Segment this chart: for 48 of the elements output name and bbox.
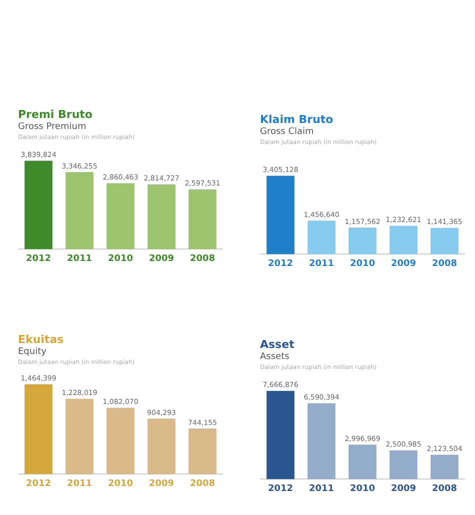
x-tick-label: 2012 — [268, 258, 294, 269]
bar — [390, 226, 418, 254]
chart-subtitle: Gross Premium — [18, 122, 88, 132]
chart-title: Asset — [260, 338, 296, 351]
chart-subtitle: Gross Claim — [260, 127, 315, 137]
x-tick-label: 2010 — [350, 258, 376, 269]
bar — [266, 390, 294, 480]
bar — [308, 220, 336, 254]
bar — [390, 450, 418, 480]
x-tick-label: 2012 — [26, 478, 52, 489]
x-tick-label: 2009 — [390, 484, 416, 494]
chart-subtitle: Assets — [260, 352, 290, 362]
bar — [188, 189, 216, 250]
x-tick-label: 2009 — [148, 254, 174, 264]
bar — [430, 228, 458, 254]
chart-title: Premi Bruto — [18, 108, 94, 121]
x-tick-label: 2008 — [190, 478, 216, 489]
x-tick-label: 2011 — [308, 258, 334, 269]
bar — [188, 428, 216, 474]
bar — [66, 398, 94, 474]
bar — [24, 160, 52, 250]
x-tick-label: 2008 — [432, 484, 458, 494]
x-tick-label: 2011 — [66, 478, 92, 489]
x-tick-label: 2009 — [148, 478, 174, 489]
x-tick-label: 2010 — [108, 254, 134, 264]
bar — [24, 384, 52, 474]
bar — [308, 403, 336, 480]
x-tick-label: 2011 — [66, 254, 92, 264]
x-tick-label: 2012 — [268, 484, 294, 494]
bar — [106, 408, 134, 474]
x-tick-label: 2010 — [350, 484, 376, 494]
bar — [348, 228, 376, 254]
bar — [106, 183, 134, 250]
x-tick-label: 2011 — [308, 484, 334, 494]
chart-subtitle: Equity — [18, 347, 48, 357]
bar — [148, 418, 176, 474]
x-tick-label: 2010 — [108, 478, 134, 489]
bar — [148, 184, 176, 250]
x-tick-label: 2012 — [26, 254, 52, 264]
x-tick-label: 2008 — [432, 258, 458, 269]
x-tick-label: 2009 — [390, 258, 416, 269]
bar — [430, 454, 458, 480]
chart-title: Ekuitas — [18, 333, 65, 346]
bar — [348, 444, 376, 480]
bar — [66, 172, 94, 250]
chart-title: Klaim Bruto — [260, 113, 334, 126]
bar — [266, 176, 294, 254]
x-tick-label: 2008 — [190, 254, 216, 264]
